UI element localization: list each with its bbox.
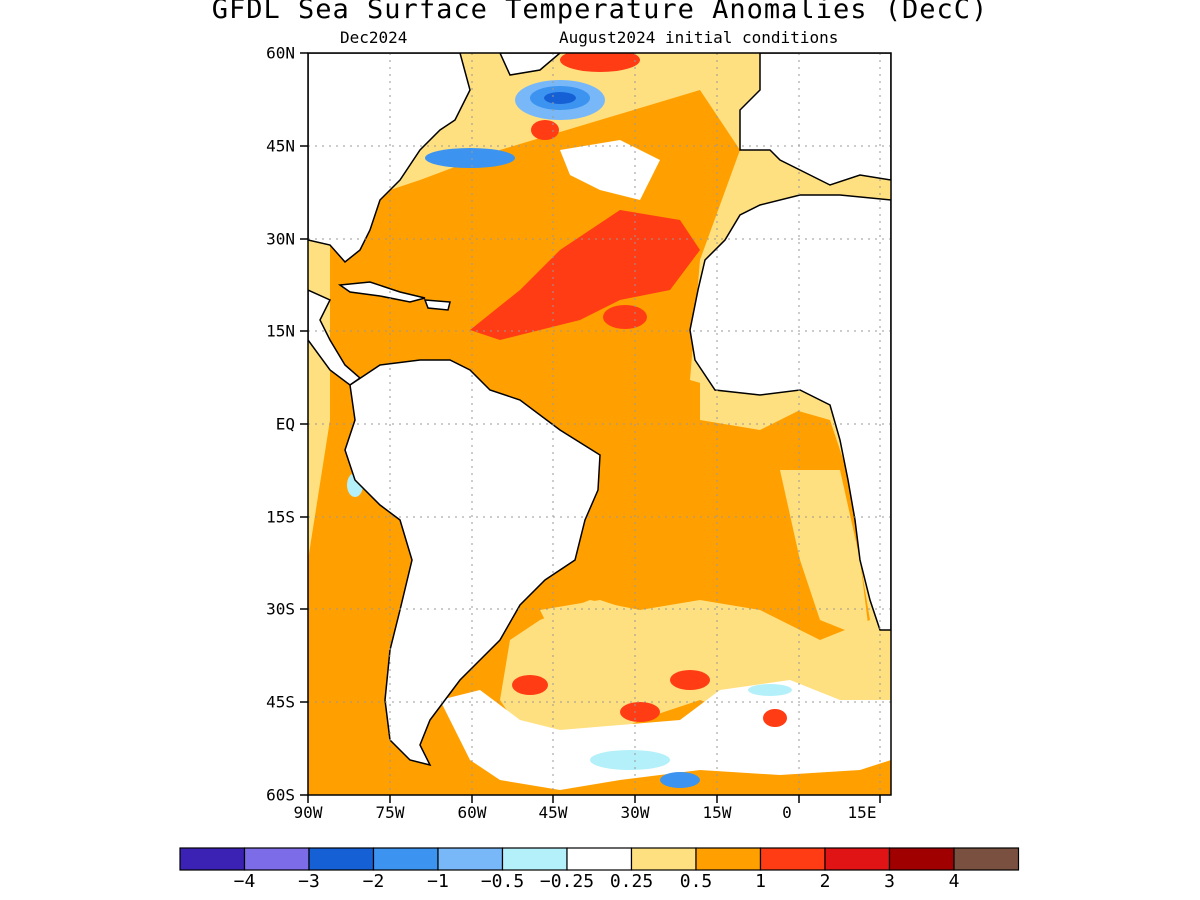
lon-label-15w: 15W	[702, 803, 732, 822]
colorbar-swatch	[243, 847, 310, 871]
hispaniola-island	[423, 299, 451, 311]
anomaly-yellow-south-band	[540, 600, 700, 670]
colorbar-label: 2	[819, 871, 831, 892]
anomaly-warm-patch-6	[560, 53, 640, 72]
chart-title: GFDL Sea Surface Temperature Anomalies (…	[211, 0, 989, 25]
anomaly-warm-patch-4	[620, 702, 660, 722]
colorbar-swatch	[437, 847, 504, 871]
lon-label-60w: 60W	[457, 803, 487, 822]
lon-label-0: 0	[782, 803, 792, 822]
colorbar-swatch	[953, 847, 1020, 871]
colorbar-label: −1	[427, 871, 449, 892]
anomaly-cool-south-2	[748, 684, 792, 696]
colorbar-label: −0.25	[539, 871, 595, 892]
colorbar-swatch	[179, 847, 246, 871]
colorbar-swatch	[888, 847, 955, 871]
lon-label-75w: 75W	[375, 803, 405, 822]
colorbar-label: −3	[298, 871, 320, 892]
colorbar-label: 4	[948, 871, 960, 892]
greenland-land	[499, 53, 562, 76]
cuba-island	[337, 281, 426, 303]
colorbar-swatch	[630, 847, 697, 871]
lat-label-60n: 60N	[266, 43, 295, 63]
lat-label-15n: 15N	[266, 321, 295, 341]
lon-label-15e: 15E	[847, 803, 877, 822]
north-america-land	[308, 53, 471, 264]
colorbar-swatch	[695, 847, 762, 871]
anomaly-near-zero-north	[560, 140, 660, 200]
anomaly-warm-patch-5	[763, 709, 787, 727]
lon-label-90w: 90W	[293, 803, 323, 822]
anomaly-warm-patch-1	[603, 305, 647, 329]
europe-land	[739, 53, 891, 186]
lat-label-30s: 30S	[266, 599, 295, 619]
colorbar-label: −4	[233, 871, 256, 892]
initial-conditions-label: August2024 initial conditions	[559, 28, 839, 47]
anomaly-yellow-east	[700, 380, 800, 430]
anomaly-cold-labrador-core	[544, 92, 576, 104]
lon-label-45w: 45W	[538, 803, 568, 822]
anomaly-cool-south	[590, 750, 670, 770]
lat-label-30n: 30N	[266, 229, 295, 249]
anomaly-warm-patch-2	[670, 670, 710, 690]
central-america-land	[308, 289, 362, 386]
axis-ticks	[300, 52, 881, 803]
anomaly-cold-gulfstream	[425, 148, 515, 168]
lon-label-30w: 30W	[620, 803, 650, 822]
map-layers	[308, 53, 891, 795]
forecast-month-label: Dec2024	[340, 28, 408, 47]
colorbar-swatch	[566, 847, 633, 871]
anomaly-near-zero-south	[440, 680, 891, 790]
anomaly-cold-south	[660, 772, 700, 788]
anomaly-region-2-to-3-central	[470, 210, 700, 340]
lat-label-45n: 45N	[266, 136, 295, 156]
colorbar-swatch	[372, 847, 439, 871]
colorbar-label: 0.25	[609, 871, 654, 892]
lat-label-eq: EQ	[275, 414, 295, 434]
anomaly-warm-patch-7	[531, 120, 559, 140]
colorbar-swatch	[824, 847, 891, 871]
colorbar-label: −2	[362, 871, 385, 892]
colorbar-label: 1	[755, 871, 766, 892]
anomaly-warm-patch-3	[512, 675, 548, 695]
colorbar-label: 3	[884, 871, 895, 892]
colorbar-swatch	[308, 847, 375, 871]
lat-label-45s: 45S	[266, 692, 295, 712]
colorbar-swatch	[501, 847, 568, 871]
lat-label-60s: 60S	[266, 785, 295, 805]
colorbar-swatch	[759, 847, 826, 871]
africa-land	[689, 194, 891, 631]
graticule	[308, 53, 891, 795]
anomaly-yellow-benguela	[780, 470, 870, 640]
lat-label-15s: 15S	[266, 507, 295, 527]
colorbar-label: 0.5	[679, 871, 713, 892]
land-masses	[308, 53, 891, 767]
south-america-land	[344, 359, 601, 767]
colorbar-label: −0.5	[480, 871, 525, 892]
